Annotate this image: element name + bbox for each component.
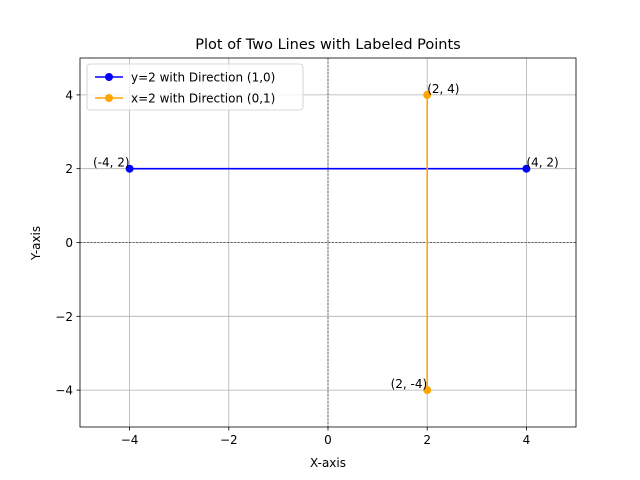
data-point <box>522 164 531 173</box>
x-tick-label: 2 <box>423 433 431 447</box>
y-axis-label: Y-axis <box>29 226 43 261</box>
y-tick-label: −4 <box>55 384 73 398</box>
point-label: (2, 4) <box>427 82 459 96</box>
y-tick-label: 0 <box>65 236 73 250</box>
legend-marker <box>105 73 113 81</box>
point-label: (-4, 2) <box>93 156 130 170</box>
y-tick-label: −2 <box>55 310 73 324</box>
zero-lines <box>80 58 576 427</box>
point-label: (2, -4) <box>391 377 428 391</box>
data-point <box>423 90 432 99</box>
point-label: (4, 2) <box>526 156 558 170</box>
x-tick-label: 4 <box>523 433 531 447</box>
data-point <box>423 386 432 395</box>
chart-title: Plot of Two Lines with Labeled Points <box>195 37 460 53</box>
series-layer <box>125 90 531 395</box>
x-tick-label: 0 <box>324 433 332 447</box>
x-axis-label: X-axis <box>310 456 346 470</box>
legend-marker <box>105 94 113 102</box>
legend-entry: x=2 with Direction (0,1) <box>131 92 275 106</box>
y-tick-label: 4 <box>65 88 73 102</box>
x-tick-label: −4 <box>121 433 139 447</box>
y-tick-label: 2 <box>65 162 73 176</box>
legend-box <box>86 63 304 111</box>
data-point <box>125 164 134 173</box>
legend-entry: y=2 with Direction (1,0) <box>131 71 275 85</box>
legend: y=2 with Direction (1,0) x=2 with Directi… <box>86 63 304 111</box>
point-labels: (-4, 2) (4, 2) (2, -4) (2, 4) <box>93 82 559 391</box>
x-tick-label: −2 <box>220 433 238 447</box>
ticks: −4 −2 0 2 4 −4 −2 0 2 4 <box>55 88 530 447</box>
